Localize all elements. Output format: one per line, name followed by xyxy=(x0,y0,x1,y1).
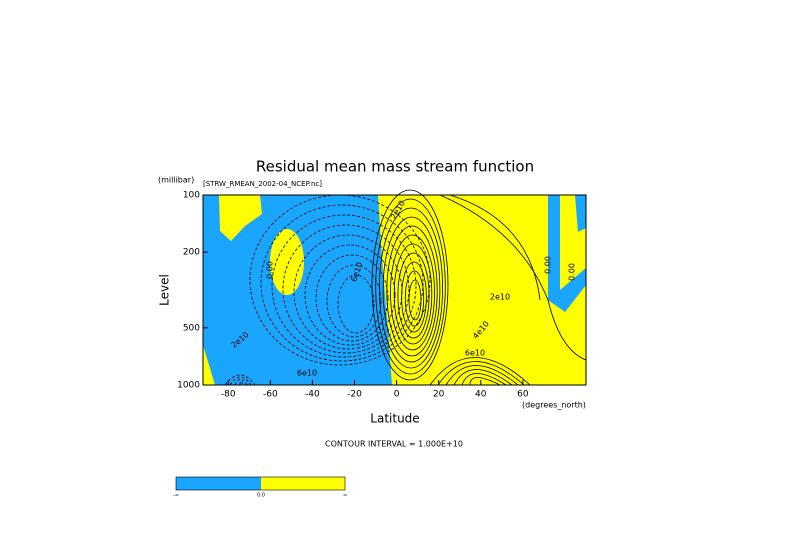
contour-label: 0.00 xyxy=(544,256,553,274)
fill-negative xyxy=(548,195,586,312)
contour-line xyxy=(429,357,531,386)
contour-line xyxy=(386,225,438,357)
contour-line xyxy=(375,198,446,375)
x-units: (degrees_north) xyxy=(522,401,586,410)
colorbar-label: 0.0 xyxy=(257,493,265,499)
contour-line xyxy=(393,243,433,345)
contour-line xyxy=(239,380,244,386)
y-tick-label: 500 xyxy=(183,323,200,333)
contour-line xyxy=(445,365,519,386)
contour-line xyxy=(390,234,435,351)
contour-label: 0.00 xyxy=(568,263,577,281)
contour-line xyxy=(271,214,417,358)
contour-line xyxy=(304,244,396,346)
x-axis-label: Latitude xyxy=(370,412,419,426)
contour-line xyxy=(326,264,382,338)
x-tick-label: 0 xyxy=(394,390,400,400)
contour-line xyxy=(404,270,425,327)
contour-line xyxy=(461,373,507,386)
contour-line xyxy=(337,274,375,334)
colorbar-swatch xyxy=(176,477,261,490)
contour-label: 6e10 xyxy=(297,369,317,378)
x-tick-label: -60 xyxy=(263,390,278,400)
contour-line xyxy=(315,254,389,342)
fill-positive xyxy=(219,195,262,241)
contour-label: 6e10 xyxy=(465,349,485,358)
fill-negative xyxy=(575,195,586,232)
plot-area xyxy=(203,189,587,386)
contour-line xyxy=(378,207,443,369)
x-tick-label: -20 xyxy=(347,390,362,400)
colorbar-label: ∞ xyxy=(343,493,347,499)
y-tick-label: 100 xyxy=(183,191,200,201)
contour-line xyxy=(401,261,427,333)
contour-line xyxy=(397,252,430,339)
chart-title: Residual mean mass stream function xyxy=(256,158,534,176)
contour-line xyxy=(408,279,422,321)
y-tick-label: 200 xyxy=(183,248,200,258)
contour-line xyxy=(469,377,501,386)
contour-label: 2e10 xyxy=(490,293,510,302)
colorbar-swatch xyxy=(261,477,345,490)
contour-line xyxy=(229,376,252,386)
contour-line xyxy=(437,361,525,386)
y-axis-label: Level xyxy=(158,274,172,306)
contour-line xyxy=(371,189,449,381)
colorbar-frame xyxy=(175,476,346,491)
contour-line xyxy=(439,194,587,361)
contour-line xyxy=(234,378,248,386)
contour-line xyxy=(453,369,513,386)
contour-label: 0.00 xyxy=(266,261,275,279)
contour-line xyxy=(260,204,424,362)
x-tick-label: 20 xyxy=(433,390,445,400)
colorbar-label: -∞ xyxy=(173,493,179,499)
contour-line xyxy=(449,194,541,301)
contour-line xyxy=(282,224,410,354)
y-units: (millibar) xyxy=(158,176,194,185)
x-tick-label: -80 xyxy=(221,390,236,400)
x-tick-label: -40 xyxy=(305,390,320,400)
fill-negative xyxy=(203,195,392,385)
x-tick-label: 40 xyxy=(475,390,487,400)
contour-lines xyxy=(224,189,587,386)
contour-line xyxy=(382,216,441,363)
footnote: CONTOUR INTERVAL = 1.000E+10 xyxy=(325,440,463,449)
plot-frame xyxy=(202,194,587,386)
x-tick-label: 60 xyxy=(517,390,529,400)
chart-subtitle: [STRW_RMEAN_2002-04_NCEP.nc] xyxy=(203,180,322,188)
y-tick-label: 1000 xyxy=(177,381,200,391)
